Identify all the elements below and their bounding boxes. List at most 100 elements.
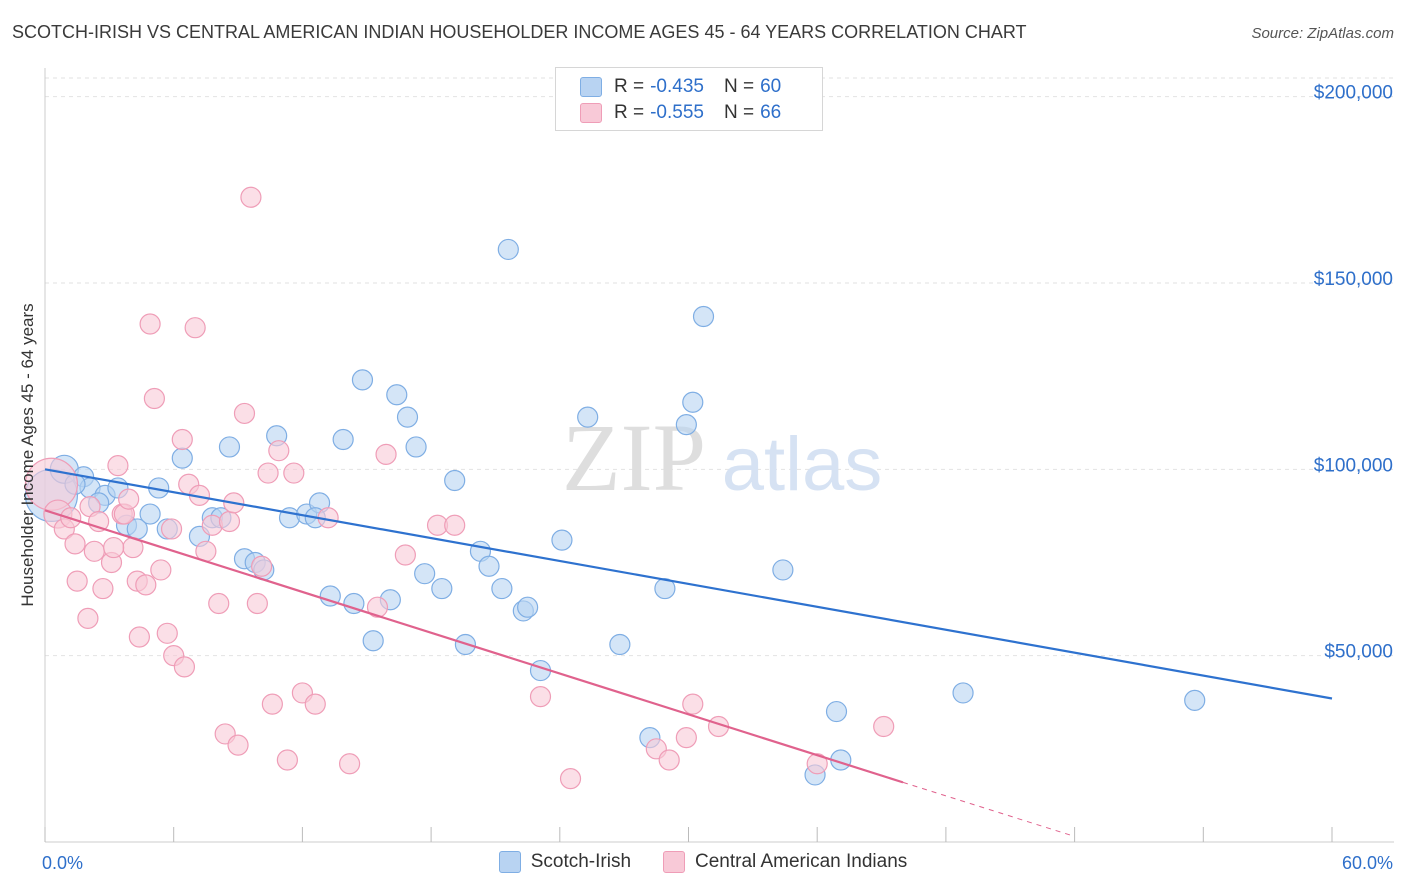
source-label: Source: ZipAtlas.com (1251, 25, 1394, 42)
y-tick-label: $100,000 (1314, 455, 1393, 476)
central-american-indian-point (171, 428, 193, 451)
legend-swatch-pink (580, 103, 602, 123)
axes (44, 68, 1394, 843)
scotch-irish-point (218, 436, 241, 458)
central-american-indian-point (135, 574, 157, 596)
central-american-indian-point (261, 693, 283, 715)
scotch-irish-point (396, 406, 419, 428)
scotch-irish-point (825, 700, 848, 723)
n-value: 60 (760, 76, 782, 97)
central-american-indian-point (77, 607, 99, 629)
legend-row-scotch-irish: R = -0.435 N = 60 (580, 75, 781, 99)
scotch-irish-point (478, 555, 500, 577)
r-key: R = (614, 76, 645, 97)
central-american-indian-point (240, 186, 262, 208)
central-american-indian-point (208, 592, 230, 615)
scotch-irish-point (692, 305, 715, 328)
central-american-indian-point (444, 514, 466, 536)
scotch-irish-point (444, 469, 466, 492)
watermark: ZIP atlas (562, 404, 882, 511)
central-american-indian-point (873, 715, 895, 738)
scotch-irish-point (772, 559, 794, 581)
chart-title: SCOTCH-IRISH VS CENTRAL AMERICAN INDIAN … (12, 22, 1027, 42)
trend-line-extension-central-american-indians (902, 781, 1075, 837)
scotch-irish-point (171, 447, 193, 469)
n-key: N = (723, 102, 755, 123)
scotch-irish-point (654, 577, 676, 600)
central-american-indian-point (64, 533, 86, 555)
central-american-indian-point (218, 510, 241, 533)
scotch-irish-point (332, 428, 354, 451)
scotch-irish-point (431, 577, 453, 600)
x-tick-label-min: 0.0% (42, 853, 84, 873)
trend-lines (44, 468, 1333, 837)
y-tick-labels: $50,000 $100,000 $150,000 $200,000 (1314, 83, 1393, 663)
central-american-indian-point (529, 686, 552, 708)
central-american-indian-point (682, 693, 704, 715)
scotch-irish-point (1184, 689, 1206, 711)
scotch-irish-point (497, 238, 519, 261)
series-legend: Scotch-Irish Central American Indians (0, 851, 1406, 873)
scotch-irish-point (952, 682, 974, 704)
legend-swatch-blue (498, 851, 521, 873)
central-american-indian-point (227, 734, 249, 756)
central-american-indian-point (128, 626, 150, 648)
central-american-indian-point (283, 462, 305, 484)
scotch-irish-point (351, 369, 374, 391)
central-american-indian-point (251, 555, 273, 577)
central-american-indian-point (139, 313, 161, 335)
central-american-indian-point (675, 727, 697, 749)
scotch-irish-point (609, 633, 631, 656)
legend-swatch-pink (663, 851, 686, 873)
central-american-indian-point (143, 387, 165, 410)
scotch-irish-point (675, 413, 697, 436)
n-key: N = (723, 76, 755, 97)
r-value: -0.435 (650, 76, 704, 97)
central-american-indian-point (257, 462, 279, 484)
central-american-indian-point (160, 518, 183, 540)
central-american-indian-point (559, 768, 582, 790)
central-american-indian-point (173, 656, 196, 678)
n-value: 66 (760, 102, 782, 123)
central-american-indian-point (268, 440, 290, 462)
central-american-indian-point (338, 753, 361, 775)
legend-item-scotch-irish[interactable]: Scotch-Irish (498, 851, 632, 873)
central-american-indian-point (658, 749, 680, 771)
scotch-irish-point (414, 563, 436, 585)
legend-item-central-american-indians[interactable]: Central American Indians (663, 851, 907, 873)
central-american-indian-point (107, 454, 129, 477)
correlation-legend: R = -0.435 N = 60 R = -0.555 N = 66 (555, 67, 823, 131)
central-american-indian-point (276, 749, 298, 771)
data-points (24, 186, 1206, 790)
central-american-indian-point (246, 592, 268, 615)
central-american-indian-point (150, 559, 172, 581)
central-american-indian-point (83, 540, 105, 562)
central-american-indian-point (304, 693, 326, 715)
scotch-irish-point (139, 503, 161, 525)
central-american-indian-point (184, 317, 206, 339)
watermark-atlas: atlas (722, 422, 883, 507)
central-american-indian-point (394, 544, 416, 566)
central-american-indian-point (118, 488, 140, 510)
y-tick-label: $50,000 (1324, 642, 1393, 663)
r-value: -0.555 (650, 102, 704, 123)
r-key: R = (614, 102, 645, 123)
trend-line-central-american-indians (44, 509, 904, 784)
legend-label-scotch-irish: Scotch-Irish (530, 851, 632, 872)
scotch-irish-point (577, 406, 599, 428)
scotch-irish-point (362, 630, 384, 652)
y-tick-label: $150,000 (1314, 269, 1393, 290)
central-american-indian-point (366, 596, 389, 618)
central-american-indian-point (103, 536, 125, 559)
central-american-indian-point (233, 402, 256, 425)
scotch-irish-point (386, 384, 408, 406)
y-tick-label: $200,000 (1314, 83, 1393, 104)
scotch-irish-point (405, 436, 427, 458)
y-axis-label: Householder Income Ages 45 - 64 years (18, 303, 37, 607)
scotch-irish-point (343, 592, 365, 615)
central-american-indian-point (156, 622, 178, 644)
trend-line-scotch-irish (44, 468, 1333, 700)
scotch-irish-point (319, 585, 341, 607)
central-american-indian-point (92, 577, 114, 600)
legend-swatch-blue (580, 77, 602, 97)
